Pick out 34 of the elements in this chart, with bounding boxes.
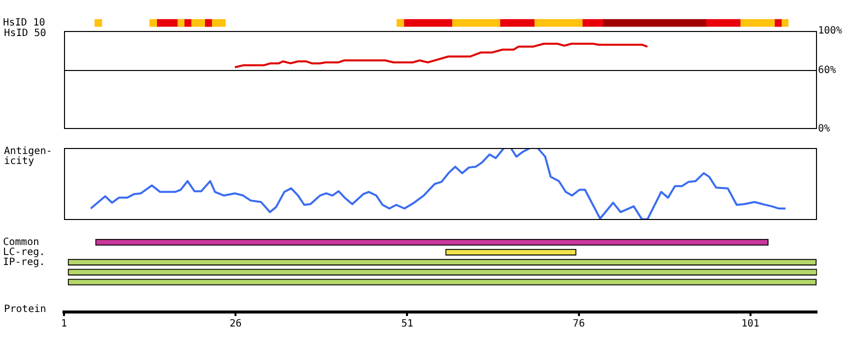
bar bbox=[184, 19, 192, 27]
y-tick-label: 60% bbox=[818, 64, 836, 76]
y-tick-label: LC-reg. bbox=[3, 246, 46, 258]
bar bbox=[211, 19, 226, 27]
bar bbox=[740, 19, 775, 27]
bar bbox=[190, 19, 206, 27]
x-axis-title: Protein bbox=[4, 304, 48, 315]
y-tick-label: Common bbox=[3, 236, 40, 248]
y-tick-label: HsID 10 bbox=[3, 18, 46, 29]
y-tick-label: IP-reg. bbox=[3, 256, 46, 268]
bar bbox=[582, 19, 604, 27]
bar bbox=[403, 19, 452, 27]
bar bbox=[94, 19, 102, 27]
bar bbox=[500, 19, 535, 27]
x-tick-label: 26 bbox=[230, 318, 242, 330]
bar bbox=[176, 19, 184, 27]
bar bbox=[204, 19, 212, 27]
bar bbox=[149, 19, 157, 27]
y-axis-title: HsID 50 bbox=[4, 28, 48, 39]
bar bbox=[534, 19, 583, 27]
bar bbox=[602, 19, 706, 27]
y-tick-label: 0% bbox=[818, 124, 830, 135]
bar bbox=[705, 19, 740, 27]
x-tick-label: 76 bbox=[572, 318, 585, 330]
bar bbox=[774, 19, 782, 27]
bar bbox=[156, 19, 178, 27]
y-tick-label: 100% bbox=[818, 26, 842, 37]
bar bbox=[396, 19, 404, 27]
x-tick-label: 1 bbox=[60, 318, 68, 330]
y-axis-title: Antigen-icity bbox=[4, 146, 54, 167]
bar bbox=[780, 19, 788, 27]
x-tick-label: 51 bbox=[401, 318, 414, 330]
bar bbox=[451, 19, 500, 27]
x-tick-label: 101 bbox=[741, 318, 760, 330]
